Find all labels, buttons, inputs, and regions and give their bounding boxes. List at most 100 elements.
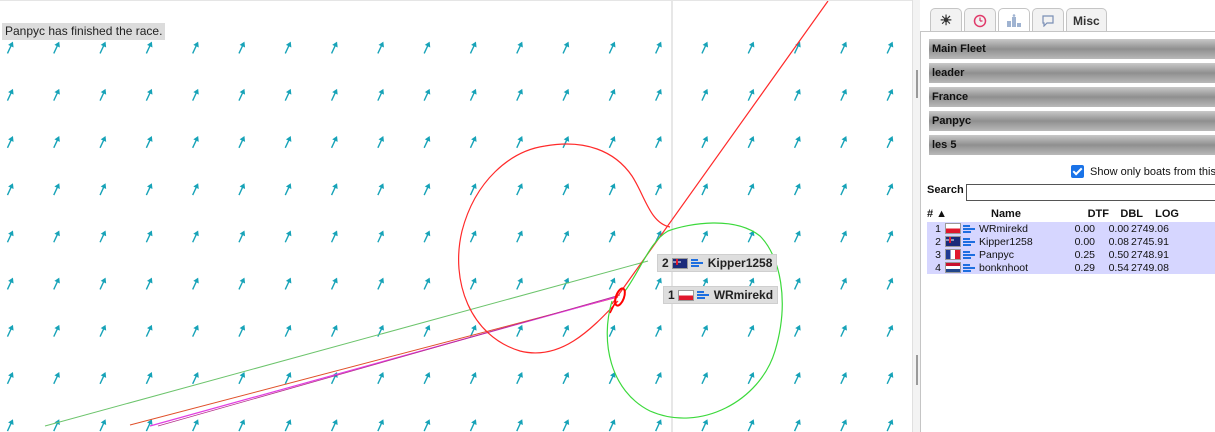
wind-arrow-icon	[99, 277, 107, 290]
fleet-france[interactable]: France	[929, 87, 1215, 107]
fleet-les-5[interactable]: les 5	[929, 135, 1215, 155]
tab-misc[interactable]: Misc	[1066, 8, 1107, 32]
table-row[interactable]: 2 Kipper1258 0.00 0.08 2745.91	[927, 235, 1215, 248]
wind-arrow-icon	[53, 230, 60, 243]
wind-arrow-icon	[145, 277, 153, 290]
row-dbl: 0.50	[1108, 248, 1129, 261]
wind-arrow-icon	[6, 88, 14, 101]
wind-arrow-icon	[330, 230, 338, 243]
wind-arrow-icon	[655, 419, 662, 432]
wind-arrow-icon	[840, 324, 847, 337]
wind-arrow-icon	[6, 324, 14, 337]
gutter-grip-bottom[interactable]	[916, 355, 918, 385]
wind-arrow-icon	[562, 88, 570, 101]
wind-arrow-icon	[747, 88, 755, 101]
wind-arrow-icon	[840, 419, 847, 432]
pl-flag-icon	[945, 223, 961, 234]
tab-weather[interactable]: ☀	[930, 8, 962, 32]
wind-arrow-icon	[655, 277, 662, 290]
wind-arrow-icon	[377, 372, 384, 385]
col-dbl-header[interactable]: DBL	[1120, 208, 1143, 220]
wind-arrow-icon	[423, 230, 431, 243]
wind-arrow-icon	[284, 88, 292, 101]
wind-arrow-icon	[284, 277, 292, 290]
col-rank-header[interactable]: # ▲	[927, 208, 948, 220]
search-input[interactable]	[966, 184, 1215, 201]
wind-arrow-icon	[145, 136, 153, 149]
wind-arrow-icon	[423, 183, 431, 196]
wind-arrow-icon	[562, 372, 570, 385]
wind-arrow-icon	[840, 230, 847, 243]
tab-clock[interactable]	[964, 8, 996, 32]
boat-name: WRmirekd	[713, 288, 774, 302]
race-map[interactable]: Panpyc has finished the race. 2 Kipper12…	[0, 0, 912, 432]
wind-arrow-icon	[377, 183, 384, 196]
sun-icon: ☀	[939, 12, 953, 28]
col-name-header[interactable]: Name	[991, 208, 1021, 220]
panel-resize-gutter[interactable]	[912, 0, 920, 432]
wind-arrow-icon	[284, 230, 292, 243]
table-row[interactable]: 4 bonknhoot 0.29 0.54 2749.08	[927, 261, 1215, 274]
boat-label-kipper1258[interactable]: 2 Kipper1258	[657, 254, 778, 272]
row-name[interactable]: Kipper1258	[979, 235, 1033, 248]
wind-arrow-icon	[840, 183, 847, 196]
wind-arrow-icon	[747, 41, 755, 54]
row-rank: 4	[935, 261, 941, 274]
row-dtf: 0.25	[1074, 248, 1095, 261]
wind-arrow-icon	[655, 183, 662, 196]
row-name[interactable]: bonknhoot	[979, 261, 1029, 274]
wind-arrow-icon	[469, 88, 477, 101]
fleet-main-fleet[interactable]: Main Fleet	[929, 39, 1215, 59]
wind-arrow-icon	[701, 324, 709, 337]
wind-arrow-icon	[192, 136, 199, 149]
wind-arrow-icon	[6, 230, 14, 243]
row-dbl: 0.54	[1108, 261, 1129, 274]
col-log-header[interactable]: LOG	[1155, 208, 1179, 220]
col-dtf-header[interactable]: DTF	[1087, 208, 1109, 220]
wind-arrow-icon	[53, 183, 60, 196]
wind-arrow-icon	[284, 324, 292, 337]
wind-arrow-icon	[53, 88, 60, 101]
table-row[interactable]: 1 WRmirekd 0.00 0.00 2749.06	[927, 222, 1215, 235]
wind-arrow-icon	[516, 88, 523, 101]
wind-arrow-icon	[516, 419, 523, 432]
wind-arrow-icon	[423, 372, 431, 385]
wind-arrow-icon	[284, 41, 292, 54]
wind-arrow-icon	[192, 372, 199, 385]
wind-arrow-icon	[6, 277, 14, 290]
wind-arrow-icon	[793, 419, 801, 432]
row-name[interactable]: WRmirekd	[979, 222, 1028, 235]
boat-label-wrmirekd[interactable]: 1 WRmirekd	[663, 286, 779, 304]
flag-icon	[941, 262, 961, 273]
wind-arrow-icon	[516, 136, 523, 149]
wind-arrow-icon	[145, 183, 153, 196]
row-log: 2749.06	[1131, 222, 1169, 235]
table-row[interactable]: 3 Panpyc 0.25 0.50 2748.91	[927, 248, 1215, 261]
flag-icon	[941, 249, 961, 260]
wind-arrow-icon	[608, 372, 616, 385]
wind-arrow-icon	[886, 88, 894, 101]
row-name[interactable]: Panpyc	[979, 248, 1015, 261]
fleet-panpyc[interactable]: Panpyc	[929, 111, 1215, 131]
wind-arrow-icon	[192, 41, 199, 54]
boat-marker-wrmirekd[interactable]	[609, 287, 627, 314]
tab-chat[interactable]	[1032, 8, 1064, 32]
wind-arrow-icon	[840, 277, 847, 290]
wind-arrow-icon	[330, 41, 338, 54]
wind-arrow-icon	[516, 372, 523, 385]
wind-arrow-icon	[701, 88, 709, 101]
gutter-grip-top[interactable]	[916, 70, 918, 98]
wind-arrow-icon	[145, 372, 153, 385]
wind-arrow-icon	[701, 419, 709, 432]
wind-arrow-icon	[377, 324, 384, 337]
map-canvas[interactable]	[0, 1, 912, 432]
tab-ranking[interactable]	[998, 8, 1030, 32]
fleet-leader[interactable]: leader	[929, 63, 1215, 83]
show-only-checkbox[interactable]	[1071, 165, 1084, 178]
show-only-fleet-toggle[interactable]: Show only boats from this l	[1071, 165, 1215, 178]
wind-arrow-icon	[6, 419, 14, 432]
wind-arrow-icon	[469, 277, 477, 290]
wind-arrow-icon	[562, 136, 570, 149]
wind-arrow-icon	[793, 41, 801, 54]
wind-arrow-icon	[469, 183, 477, 196]
